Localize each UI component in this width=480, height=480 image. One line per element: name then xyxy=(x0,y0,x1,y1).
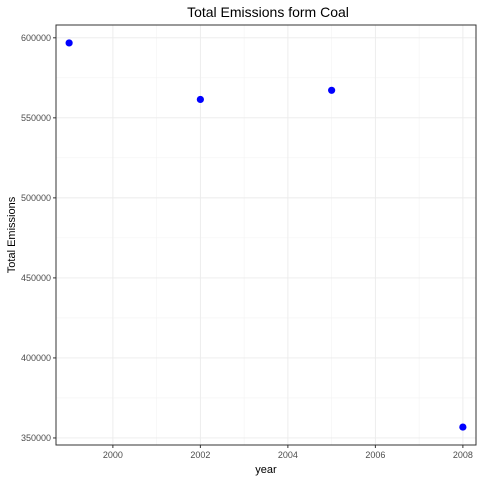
y-tick-label: 500000 xyxy=(21,193,51,203)
y-tick-label: 450000 xyxy=(21,273,51,283)
x-axis-title: year xyxy=(255,464,277,476)
data-point xyxy=(328,86,336,94)
y-tick-label: 550000 xyxy=(21,113,51,123)
chart-title: Total Emissions form Coal xyxy=(187,4,349,20)
y-tick-label: 400000 xyxy=(21,353,51,363)
x-tick-label: 2006 xyxy=(365,450,385,460)
x-tick-label: 2004 xyxy=(278,450,298,460)
x-tick-label: 2000 xyxy=(103,450,123,460)
data-point xyxy=(459,423,467,431)
y-tick-label: 600000 xyxy=(21,33,51,43)
plot-panel-border xyxy=(55,24,477,446)
grid-lines xyxy=(56,25,476,445)
y-tick-label: 350000 xyxy=(21,433,51,443)
y-axis: 350000 400000 450000 500000 550000 600000 xyxy=(21,33,56,443)
x-tick-label: 2002 xyxy=(190,450,210,460)
data-points xyxy=(65,39,467,431)
data-point xyxy=(65,39,73,47)
x-axis: 2000 2002 2004 2006 2008 xyxy=(103,445,473,460)
x-tick-label: 2008 xyxy=(453,450,473,460)
data-point xyxy=(196,95,204,104)
y-axis-title: Total Emissions xyxy=(6,196,18,273)
